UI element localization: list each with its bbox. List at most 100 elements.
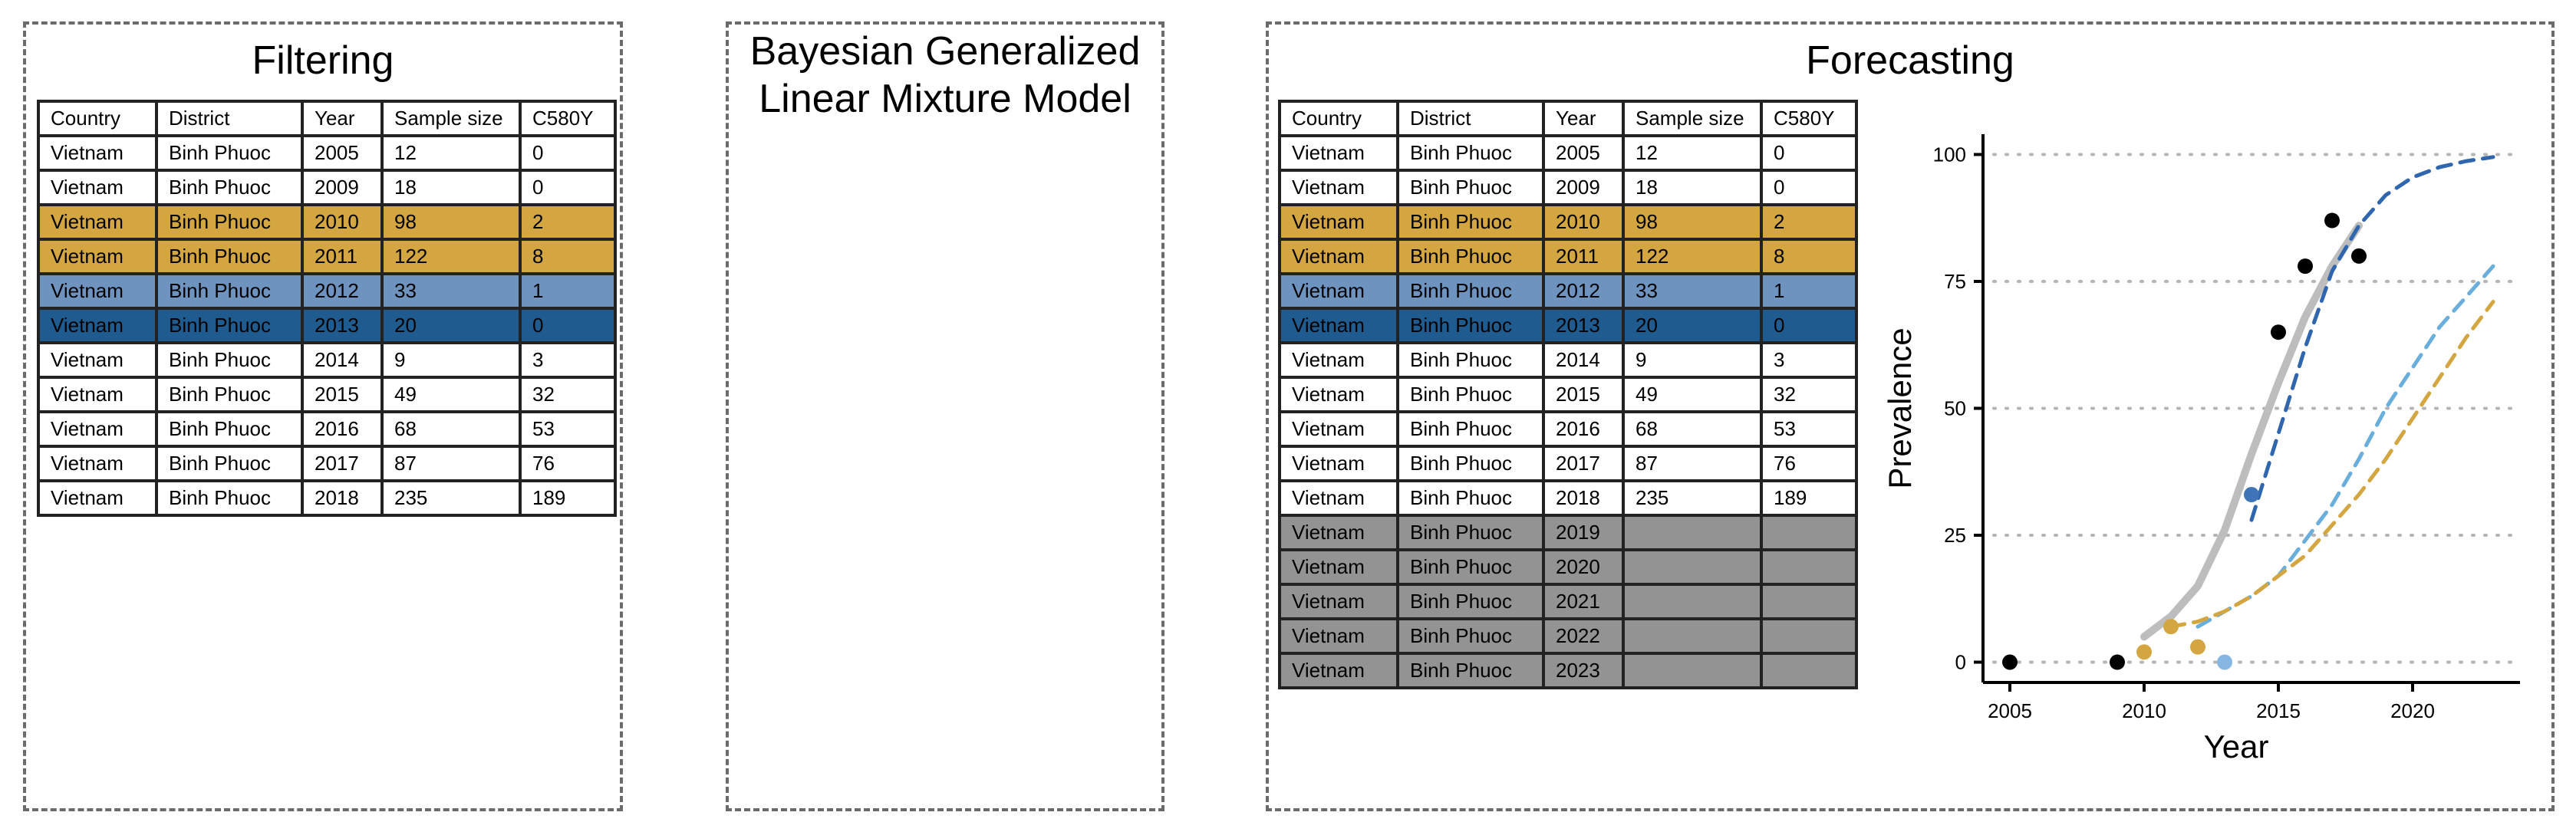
table-cell: Binh Phuoc — [1396, 583, 1545, 620]
table-cell: Vietnam — [1278, 307, 1399, 344]
data-point — [2271, 324, 2286, 340]
table-row: Vietnam Binh Phuoc 2009 18 0 — [37, 169, 617, 206]
table-cell: 1 — [519, 272, 617, 310]
table-cell: 2 — [519, 203, 617, 241]
table-cell: Vietnam — [37, 134, 158, 172]
table-row: Vietnam Binh Phuoc 2017 87 76 — [1278, 445, 1858, 482]
table-cell — [1622, 617, 1763, 655]
forecasting-title: Forecasting — [1806, 38, 2014, 83]
table-cell: 18 — [1622, 169, 1763, 206]
table-cell: Vietnam — [37, 169, 158, 206]
x-tick-label: 2010 — [2122, 699, 2166, 722]
data-point — [2136, 644, 2152, 660]
table-cell: 2023 — [1542, 652, 1625, 689]
table-row: Vietnam Binh Phuoc 2010 98 2 — [37, 203, 617, 241]
table-cell: 235 — [1622, 479, 1763, 517]
table-cell: Binh Phuoc — [1396, 341, 1545, 379]
table-cell: Binh Phuoc — [155, 341, 304, 379]
table-header-row: Country District Year Sample size C580Y — [1278, 100, 1858, 137]
table-cell: Vietnam — [37, 376, 158, 413]
table-cell: 87 — [380, 445, 522, 482]
table-cell: Binh Phuoc — [1396, 376, 1545, 413]
table-cell: Vietnam — [1278, 134, 1399, 172]
table-cell: 18 — [380, 169, 522, 206]
table-cell: 0 — [519, 169, 617, 206]
data-point — [2163, 619, 2179, 635]
table-cell: 2018 — [301, 479, 384, 517]
prevalence-chart: 0 25 50 75 100 2005 2010 2015 2020 Year Prevalence — [1883, 134, 2522, 765]
table-cell: Binh Phuoc — [155, 238, 304, 275]
table-cell: 33 — [1622, 272, 1763, 310]
table-cell: 2020 — [1542, 548, 1625, 586]
table-row: Vietnam Binh Phuoc 2015 49 32 — [1278, 376, 1858, 413]
data-point — [2351, 248, 2367, 264]
table-cell: 12 — [1622, 134, 1763, 172]
table-cell: Binh Phuoc — [155, 410, 304, 448]
table-cell: Binh Phuoc — [1396, 134, 1545, 172]
column-header: Sample size — [380, 100, 522, 137]
table-cell: Vietnam — [1278, 410, 1399, 448]
table-cell — [1622, 514, 1763, 551]
table-cell: 32 — [1760, 376, 1858, 413]
table-row: Vietnam Binh Phuoc 2005 12 0 — [37, 134, 617, 172]
column-header: Sample size — [1622, 100, 1763, 137]
column-header: Year — [301, 100, 384, 137]
x-tick-label: 2020 — [2390, 699, 2435, 722]
table-cell: 76 — [519, 445, 617, 482]
data-point — [2217, 654, 2232, 670]
table-cell: 2005 — [1542, 134, 1625, 172]
table-cell — [1760, 617, 1858, 655]
table-header-row: Country District Year Sample size C580Y — [37, 100, 617, 137]
table-cell: 2012 — [301, 272, 384, 310]
table-row: Vietnam Binh Phuoc 2013 20 0 — [37, 307, 617, 344]
model-title: Bayesian Generalized Linear Mixture Mode… — [749, 29, 1141, 121]
filtering-table: Country District Year Sample size C580Y Vietn… — [37, 100, 617, 517]
table-cell — [1760, 548, 1858, 586]
data-point — [2110, 654, 2125, 670]
table-cell: Vietnam — [1278, 445, 1399, 482]
table-cell: 235 — [380, 479, 522, 517]
table-cell: 98 — [380, 203, 522, 241]
table-cell: Binh Phuoc — [1396, 514, 1545, 551]
table-cell: Binh Phuoc — [155, 307, 304, 344]
table-cell: 2010 — [1542, 203, 1625, 241]
table-cell: 2018 — [1542, 479, 1625, 517]
table-cell: Binh Phuoc — [1396, 445, 1545, 482]
table-cell: 12 — [380, 134, 522, 172]
forecast-line — [2249, 155, 2495, 522]
x-tick-label: 2015 — [2256, 699, 2301, 722]
table-cell: Binh Phuoc — [1396, 203, 1545, 241]
table-row: Vietnam Binh Phuoc 2012 33 1 — [37, 272, 617, 310]
x-axis-label: Year — [2204, 728, 2269, 765]
y-tick-label: 25 — [1944, 524, 1966, 547]
table-cell: Vietnam — [37, 445, 158, 482]
table-row: Vietnam Binh Phuoc 2009 18 0 — [1278, 169, 1858, 206]
table-cell: Vietnam — [1278, 548, 1399, 586]
table-cell: Vietnam — [1278, 203, 1399, 241]
table-row: Vietnam Binh Phuoc 2016 68 53 — [37, 410, 617, 448]
table-cell — [1622, 652, 1763, 689]
forecasting-panel: Forecasting Country District Year Sample si… — [1266, 21, 2555, 811]
table-cell: 2011 — [301, 238, 384, 275]
table-row: Vietnam Binh Phuoc 2017 87 76 — [37, 445, 617, 482]
table-cell: 2015 — [301, 376, 384, 413]
table-cell: Binh Phuoc — [1396, 307, 1545, 344]
table-cell: Binh Phuoc — [1396, 617, 1545, 655]
table-row: Vietnam Binh Phuoc 2018 235 189 — [37, 479, 617, 517]
table-cell: 49 — [1622, 376, 1763, 413]
table-row: Vietnam Binh Phuoc 2021 — [1278, 583, 1858, 620]
filtering-panel: Filtering Country District Year Sample size… — [23, 21, 623, 811]
table-cell: 2010 — [301, 203, 384, 241]
table-cell: 2012 — [1542, 272, 1625, 310]
table-cell: 189 — [1760, 479, 1858, 517]
table-cell — [1760, 514, 1858, 551]
table-cell: Binh Phuoc — [155, 169, 304, 206]
table-cell: 87 — [1622, 445, 1763, 482]
table-cell — [1760, 583, 1858, 620]
table-cell: Vietnam — [37, 410, 158, 448]
table-cell: Vietnam — [1278, 514, 1399, 551]
table-cell: 3 — [1760, 341, 1858, 379]
column-header: Year — [1542, 100, 1625, 137]
table-cell: 1 — [1760, 272, 1858, 310]
y-axis-label: Prevalence — [1883, 327, 1918, 488]
